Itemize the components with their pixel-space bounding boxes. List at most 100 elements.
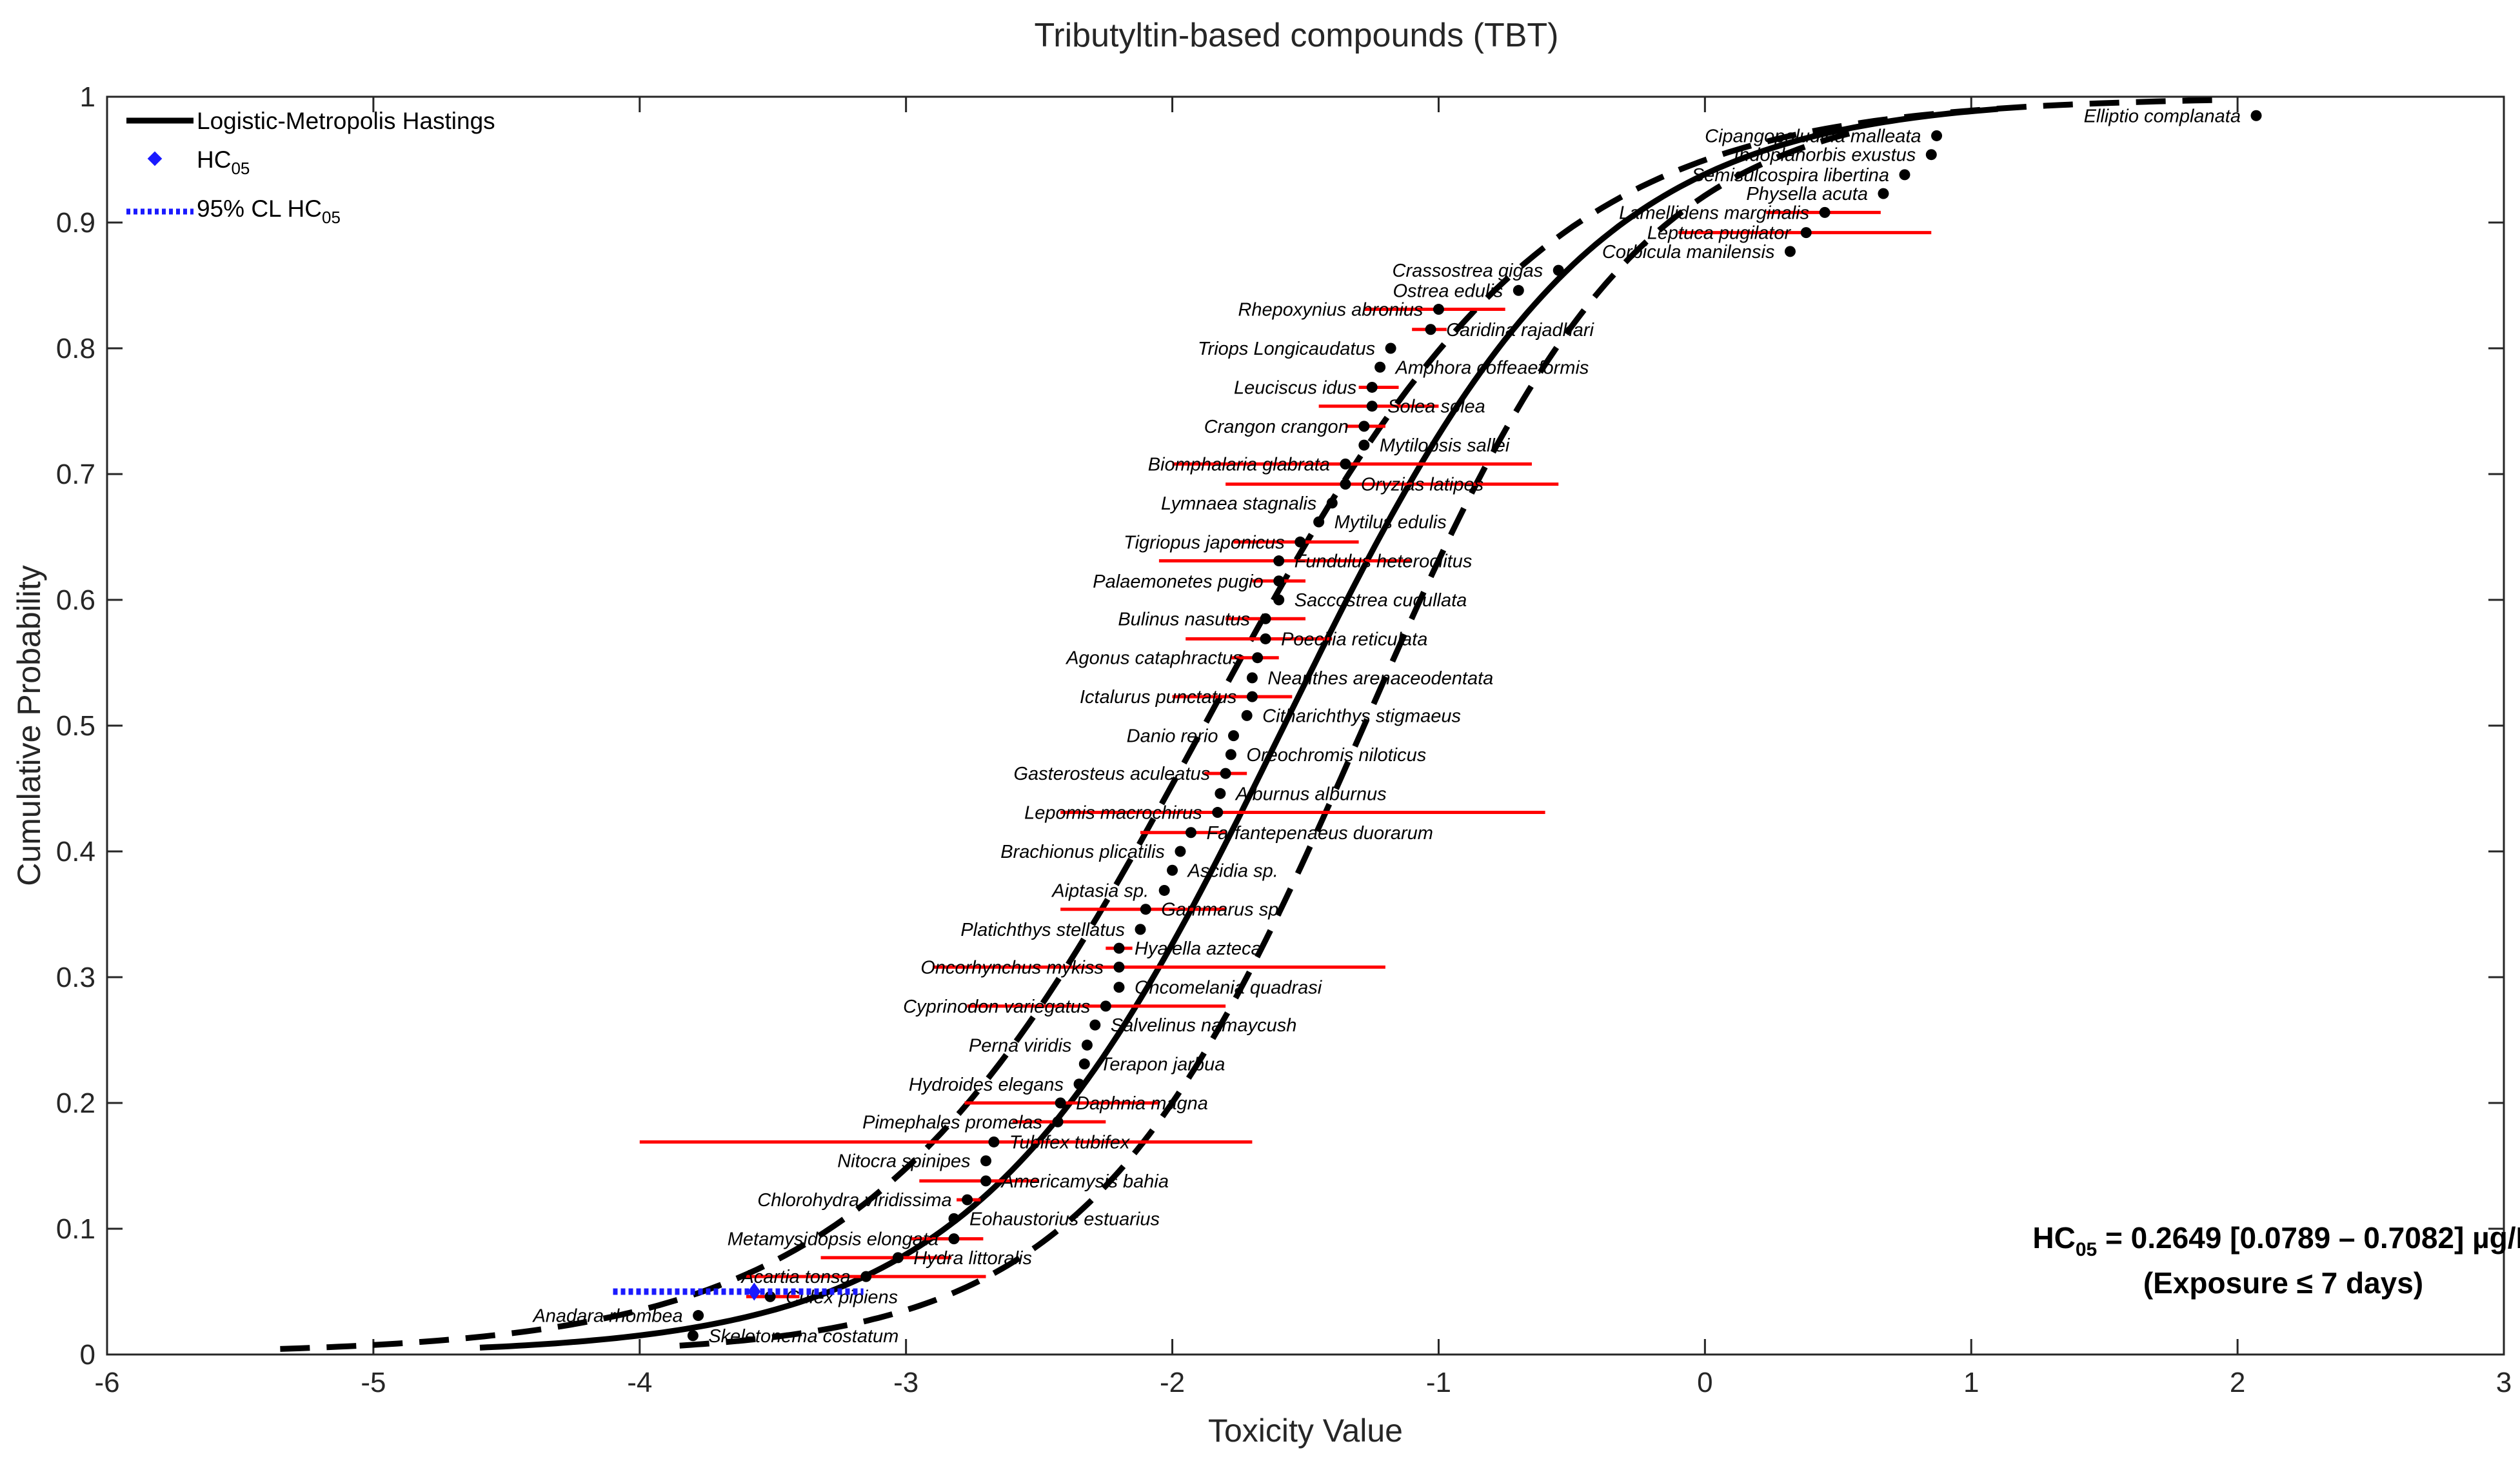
logistic-fit-curve: [479, 106, 1998, 1351]
data-point: [1113, 982, 1125, 993]
y-tick-label: 0.1: [56, 1213, 95, 1245]
data-point: [1081, 1039, 1093, 1051]
species-label: Metamysidopsis elongata: [728, 1229, 938, 1250]
species-label: Farfantepenaeus duorarum: [1206, 823, 1433, 844]
species-label: Terapon jarbua: [1100, 1055, 1225, 1075]
species-label: Palaemonetes pugio: [1093, 571, 1263, 592]
y-tick-label: 0.5: [56, 710, 95, 742]
data-point: [1326, 497, 1338, 509]
data-point: [1313, 516, 1325, 528]
legend-hc05-label: HC05: [197, 146, 250, 178]
data-point: [1175, 846, 1186, 857]
species-label: Mytilopsis sallei: [1380, 435, 1511, 456]
species-label: Physella acuta: [1746, 184, 1868, 204]
data-point: [1158, 884, 1170, 896]
data-point: [1425, 324, 1436, 335]
species-label: Hydra littoralis: [913, 1248, 1032, 1269]
data-point: [892, 1252, 904, 1264]
data-point: [1100, 1000, 1111, 1012]
species-label: Saccostrea cucullata: [1295, 590, 1467, 611]
species-label: Lymnaea stagnalis: [1161, 493, 1316, 514]
species-label: Biomphalaria glabrata: [1148, 454, 1330, 475]
species-label: Tigriopus japonicus: [1124, 532, 1285, 553]
confidence-band-upper-curve: [679, 130, 1852, 1349]
data-point: [1078, 1058, 1090, 1070]
legend-fit-label: Logistic-Metropolis Hastings: [197, 108, 495, 134]
species-label: Acartia tonsa: [740, 1267, 850, 1287]
x-tick-label: 3: [2496, 1367, 2512, 1398]
data-point: [1374, 361, 1386, 373]
species-label: Caridina rajadhari: [1446, 320, 1594, 341]
x-tick-label: 2: [2230, 1367, 2245, 1398]
data-point: [1055, 1097, 1066, 1109]
data-point: [1225, 749, 1236, 760]
data-point: [687, 1330, 699, 1342]
data-point: [1878, 188, 1889, 199]
species-label: Hydroides elegans: [909, 1075, 1064, 1095]
species-label: Ostrea edulis: [1393, 281, 1503, 301]
data-point: [1241, 710, 1253, 721]
species-label: Semisulcospira libertina: [1692, 165, 1889, 186]
y-tick-label: 0.8: [56, 333, 95, 364]
species-label: Crassostrea gigas: [1393, 261, 1543, 281]
data-point: [1340, 479, 1351, 490]
species-label: Corbicula manilensis: [1602, 242, 1775, 263]
data-point: [1135, 924, 1146, 935]
species-label: Neanthes arenaceodentata: [1267, 668, 1493, 689]
data-point: [1260, 633, 1271, 644]
data-point: [1212, 807, 1224, 819]
data-point: [1899, 169, 1910, 181]
hc05-annotation-line1: HC05 = 0.2649 [0.0789 – 0.7082] µg/L: [2032, 1221, 2520, 1260]
species-label: Anadara rhombea: [531, 1306, 682, 1327]
data-point: [1246, 672, 1258, 684]
y-tick-label: 0.7: [56, 459, 95, 490]
species-label: Indoplanorbis exustus: [1734, 145, 1916, 166]
data-point: [1800, 227, 1812, 239]
hc05-marker: [748, 1282, 761, 1301]
x-tick-label: 1: [1963, 1367, 1979, 1398]
species-label: Oncomelania quadrasi: [1135, 978, 1323, 998]
hc05-annotation-line2: (Exposure ≤ 7 days): [2143, 1266, 2423, 1300]
y-tick-label: 0.2: [56, 1087, 95, 1119]
species-label: Cipangopaludina malleata: [1705, 126, 1921, 146]
data-point: [1260, 613, 1271, 624]
species-label: Ascidia sp.: [1187, 860, 1278, 881]
species-label: Citharichthys stigmaeus: [1262, 706, 1461, 726]
species-label: Platichthys stellatus: [960, 920, 1125, 940]
species-label: Danio rerio: [1127, 726, 1218, 747]
x-tick-label: 0: [1697, 1367, 1712, 1398]
species-label: Salvelinus namaycush: [1111, 1015, 1297, 1036]
hc05-annotation: HC05 = 0.2649 [0.0789 – 0.7082] µg/L (Ex…: [2032, 1221, 2520, 1300]
data-point: [860, 1271, 872, 1282]
species-label: Chlorohydra viridissima: [757, 1190, 951, 1211]
data-point: [2250, 110, 2262, 121]
species-label: Lamellidens marginalis: [1619, 203, 1809, 223]
data-point: [1784, 246, 1796, 257]
y-tick-label: 1: [80, 81, 95, 113]
data-point: [1215, 788, 1226, 799]
data-point: [1273, 594, 1285, 606]
species-label: Alburnus alburnus: [1235, 784, 1387, 804]
species-label: Agonus cataphractus: [1065, 648, 1242, 669]
species-label: Aiptasia sp.: [1051, 880, 1149, 901]
y-tick-label: 0.6: [56, 584, 95, 616]
legend: Logistic-Metropolis Hastings HC05 95% CL…: [126, 108, 495, 227]
y-axis-label: Cumulative Probability: [11, 565, 47, 886]
species-label: Cyprinodon variegatus: [903, 997, 1090, 1017]
data-point: [1819, 206, 1830, 218]
y-axis-ticks: 0 0.1 0.2 0.3 0.4 0.5 0.6 0.7 0.8 0.9 1: [56, 81, 2504, 1371]
data-point: [1246, 691, 1258, 702]
species-label: Skeletonema costatum: [708, 1326, 898, 1347]
data-point: [1385, 342, 1396, 354]
chart-title: Tributyltin-based compounds (TBT): [1034, 17, 1558, 54]
x-axis-label: Toxicity Value: [1208, 1413, 1403, 1449]
species-label: Oreochromis niloticus: [1246, 745, 1426, 766]
data-point: [1340, 458, 1351, 470]
x-tick-label: -4: [627, 1367, 652, 1398]
data-point: [1513, 284, 1524, 296]
species-label: Americamysis bahia: [1000, 1171, 1169, 1192]
data-point: [1140, 904, 1151, 915]
species-label: Gasterosteus aculeatus: [1013, 764, 1210, 784]
y-tick-label: 0.3: [56, 962, 95, 993]
species-label: Pimephales promelas: [862, 1112, 1042, 1133]
